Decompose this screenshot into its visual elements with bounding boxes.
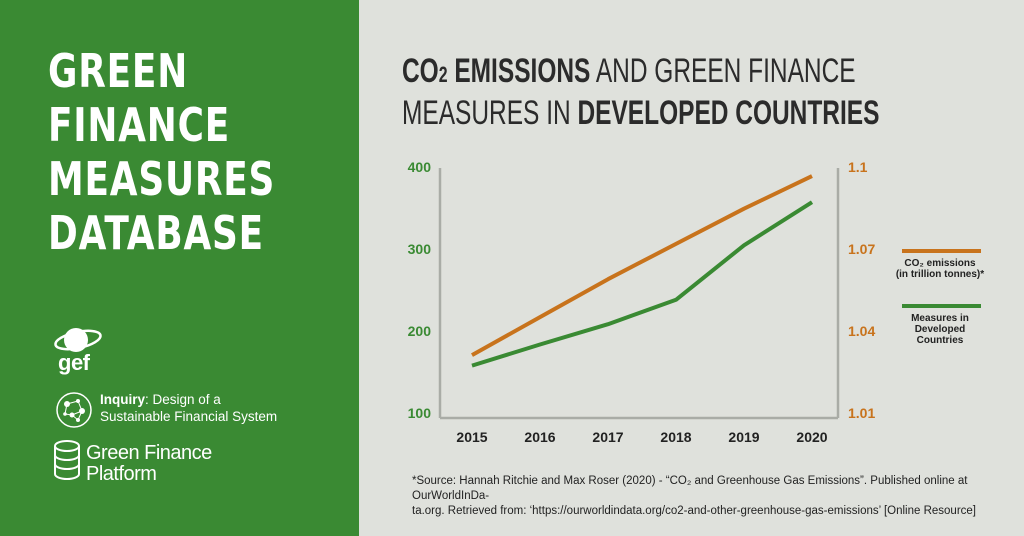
title-rest: AND GREEN FINANCE: [590, 52, 856, 90]
chart-title: CO2 EMISSIONS AND GREEN FINANCE MEASURES…: [402, 52, 879, 132]
y-left-tick: 300: [408, 241, 432, 257]
gef-globe-icon: [54, 328, 102, 352]
inquiry-logo-line1: Inquiry: Design of a: [100, 392, 221, 407]
y-right-tick: 1.07: [848, 241, 875, 257]
title-line2-bold: DEVELOPED COUNTRIES: [577, 94, 880, 132]
x-tick: 2015: [456, 429, 487, 445]
chart-panel: [359, 0, 1024, 536]
title-subscript: 2: [438, 62, 448, 87]
y-left-tick: 200: [408, 323, 432, 339]
source-note: *Source: Hannah Ritchie and Max Roser (2…: [412, 474, 992, 519]
title-emissions: EMISSIONS: [447, 52, 591, 90]
y-right-tick: 1.04: [848, 323, 875, 339]
gfp-logo-line2: Platform: [86, 463, 157, 485]
x-tick: 2016: [524, 429, 555, 445]
legend-label-measures: Developed: [915, 324, 966, 335]
inquiry-rest: : Design of a: [145, 392, 221, 407]
x-tick: 2020: [796, 429, 827, 445]
green-finance-platform-stack-icon: [54, 440, 80, 480]
gef-logo-text: gef: [58, 350, 90, 375]
legend-label-co2: (in trillion tonnes)*: [896, 269, 984, 280]
title-line: GREEN: [48, 44, 189, 98]
title-line: MEASURES: [48, 152, 276, 206]
title-line: DATABASE: [48, 206, 264, 260]
database-title: GREEN FINANCE MEASURES DATABASE: [48, 44, 275, 260]
legend-label-measures: Countries: [917, 335, 964, 346]
y-left-tick: 400: [408, 159, 432, 175]
series-line-co2-emissions: [471, 174, 813, 357]
legend-label-measures: Measures in: [911, 313, 969, 324]
source-line: ta.org. Retrieved from: ‘https://ourworl…: [412, 505, 976, 517]
x-tick: 2019: [728, 429, 759, 445]
inquiry-network-icon: [56, 392, 92, 428]
source-line: *Source: Hannah Ritchie and Max Roser (2…: [412, 475, 968, 502]
y-left-tick: 100: [408, 405, 432, 421]
x-tick: 2017: [592, 429, 623, 445]
title-line2-rest: MEASURES IN: [402, 94, 578, 132]
inquiry-logo-line2: Sustainable Financial System: [100, 409, 278, 424]
sidebar-panel: GREEN FINANCE MEASURES DATABASE gef Inqu…: [0, 0, 359, 536]
title-co: CO: [402, 52, 439, 90]
x-tick: 2018: [660, 429, 691, 445]
inquiry-bold: Inquiry: [100, 392, 146, 407]
y-right-tick: 1.1: [848, 159, 868, 175]
title-line: FINANCE: [48, 98, 230, 152]
series-line-measures: [471, 200, 814, 368]
y-right-tick: 1.01: [848, 405, 875, 421]
legend-label-co2: CO₂ emissions: [904, 258, 976, 269]
gfp-logo-line1: Green Finance: [86, 442, 212, 464]
